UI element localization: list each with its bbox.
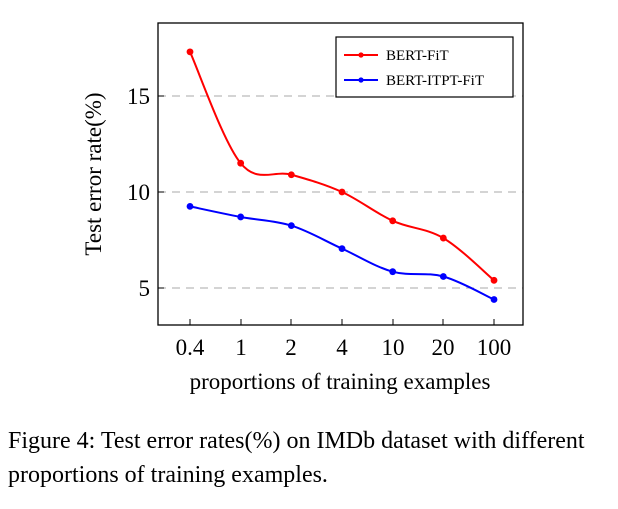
data-point-bert-fit-0.4 [186,48,194,56]
series-line-bert-itpt-fit [189,205,495,301]
data-point-bert-itpt-fit-20 [439,273,447,280]
x-tick-label: 20 [432,335,455,360]
data-point-bert-fit-20 [439,234,447,242]
x-tick-label: 100 [477,335,512,360]
data-point-bert-itpt-fit-100 [490,296,498,303]
x-ticks: 0.4 1 2 4 10 20 100 [176,319,512,360]
y-tick-label: 5 [139,276,151,301]
x-tick-label: 1 [235,335,247,360]
legend-marker-bert-fit [358,52,364,58]
y-axis-label: Test error rate(%) [81,92,106,255]
data-point-bert-itpt-fit-2 [287,222,295,230]
x-tick-label: 4 [336,335,348,360]
data-point-bert-itpt-fit-4 [338,245,346,253]
y-tick-label: 15 [127,84,150,109]
x-tick-label: 0.4 [176,335,205,360]
figure-caption: Figure 4: Test error rates(%) on IMDb da… [8,428,585,488]
data-point-bert-fit-2 [287,171,295,179]
data-point-bert-itpt-fit-10 [389,268,397,276]
data-point-bert-fit-4 [338,188,346,196]
plot-frame [157,22,524,326]
x-axis-label: proportions of training examples [190,369,491,394]
y-tick-label: 10 [127,180,150,205]
data-point-bert-fit-10 [389,217,397,225]
data-point-bert-itpt-fit-0.4 [186,203,194,210]
line-chart: 5 10 15 0.4 1 2 4 10 20 100 proportions … [81,22,524,394]
data-point-bert-fit-1 [237,159,245,167]
legend: BERT-FiT BERT-ITPT-FiT [335,36,514,98]
series-layer [186,48,498,303]
x-tick-label: 10 [382,335,405,360]
legend-label-bert-itpt-fit: BERT-ITPT-FiT [386,73,484,89]
legend-box [335,36,514,98]
data-point-bert-fit-100 [490,276,498,284]
y-ticks: 5 10 15 [127,84,164,301]
legend-label-bert-fit: BERT-FiT [386,48,449,64]
data-point-bert-itpt-fit-1 [237,213,245,221]
legend-marker-bert-itpt-fit [358,77,364,83]
x-tick-label: 2 [285,335,297,360]
